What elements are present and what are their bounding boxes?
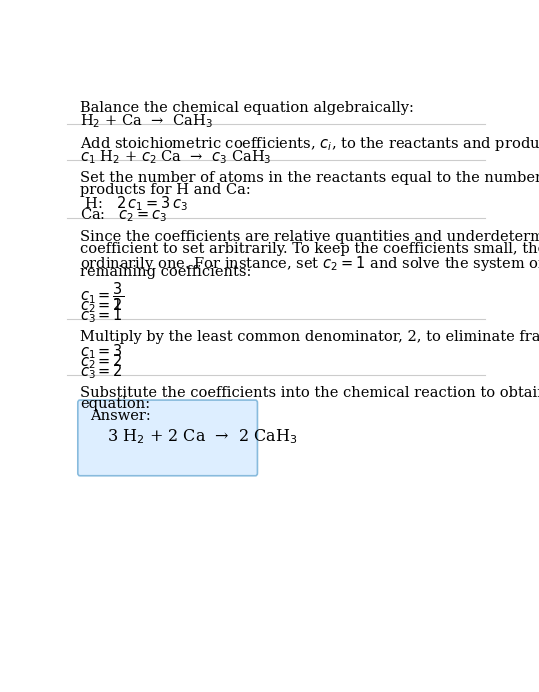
- Text: $c_1 = 3$: $c_1 = 3$: [80, 342, 123, 361]
- Text: coefficient to set arbitrarily. To keep the coefficients small, the arbitrary va: coefficient to set arbitrarily. To keep …: [80, 242, 539, 256]
- Text: $c_2 = 1$: $c_2 = 1$: [80, 296, 123, 315]
- Text: $c_3 = 2$: $c_3 = 2$: [80, 362, 123, 381]
- Text: H:   $2\,c_1 = 3\,c_3$: H: $2\,c_1 = 3\,c_3$: [80, 194, 188, 213]
- Text: $c_2 = 2$: $c_2 = 2$: [80, 352, 123, 371]
- Text: Ca:   $c_2 = c_3$: Ca: $c_2 = c_3$: [80, 206, 167, 224]
- Text: Add stoichiometric coefficients, $c_i$, to the reactants and products:: Add stoichiometric coefficients, $c_i$, …: [80, 135, 539, 153]
- Text: Balance the chemical equation algebraically:: Balance the chemical equation algebraica…: [80, 101, 414, 115]
- Text: 3 H$_2$ + 2 Ca  →  2 CaH$_3$: 3 H$_2$ + 2 Ca → 2 CaH$_3$: [107, 428, 298, 446]
- Text: $c_1$ H$_2$ + $c_2$ Ca  →  $c_3$ CaH$_3$: $c_1$ H$_2$ + $c_2$ Ca → $c_3$ CaH$_3$: [80, 148, 272, 166]
- Text: $c_3 = 1$: $c_3 = 1$: [80, 307, 123, 325]
- Text: Multiply by the least common denominator, 2, to eliminate fractional coefficient: Multiply by the least common denominator…: [80, 330, 539, 344]
- FancyBboxPatch shape: [78, 400, 258, 475]
- Text: H$_2$ + Ca  →  CaH$_3$: H$_2$ + Ca → CaH$_3$: [80, 112, 212, 129]
- Text: $c_1 = \dfrac{3}{2}$: $c_1 = \dfrac{3}{2}$: [80, 280, 124, 313]
- Text: equation:: equation:: [80, 397, 150, 412]
- Text: Substitute the coefficients into the chemical reaction to obtain the balanced: Substitute the coefficients into the che…: [80, 385, 539, 400]
- Text: ordinarily one. For instance, set $c_2 = 1$ and solve the system of equations fo: ordinarily one. For instance, set $c_2 =…: [80, 253, 539, 273]
- Text: products for H and Ca:: products for H and Ca:: [80, 183, 251, 197]
- Text: remaining coefficients:: remaining coefficients:: [80, 265, 251, 280]
- Text: Answer:: Answer:: [91, 409, 151, 423]
- Text: Set the number of atoms in the reactants equal to the number of atoms in the: Set the number of atoms in the reactants…: [80, 172, 539, 185]
- Text: Since the coefficients are relative quantities and underdetermined, choose a: Since the coefficients are relative quan…: [80, 230, 539, 244]
